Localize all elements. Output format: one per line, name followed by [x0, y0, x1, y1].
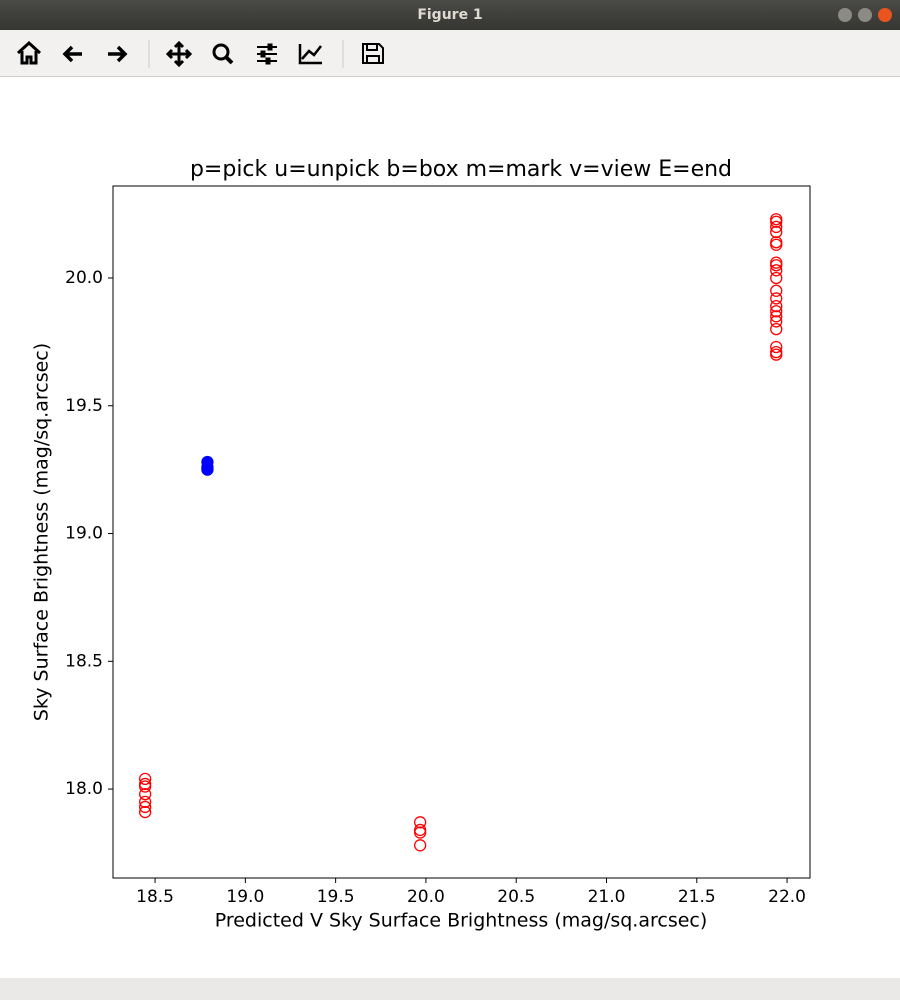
x-tick-label: 20.0: [407, 887, 445, 907]
data-point: [770, 238, 783, 251]
data-point: [770, 284, 783, 297]
data-point: [770, 322, 783, 336]
data-point: [138, 788, 152, 801]
zoom-handle: [224, 55, 234, 65]
data-point: [770, 292, 783, 305]
slider-knob: [265, 57, 271, 65]
y-tick-label: 18.5: [65, 651, 103, 671]
x-tick-label: 21.5: [678, 887, 716, 907]
data-point: [770, 220, 783, 234]
data-point: [770, 348, 783, 361]
x-tick-label: 21.0: [588, 887, 626, 907]
data-point: [413, 839, 427, 852]
minimize-button[interactable]: [838, 8, 852, 22]
data-point: [770, 315, 783, 328]
x-tick-label: 20.5: [497, 887, 535, 907]
status-bar: [0, 978, 900, 1000]
close-button[interactable]: [878, 8, 892, 22]
data-point: [138, 795, 152, 808]
edit-axes-button[interactable]: [298, 44, 322, 65]
data-point: [770, 299, 783, 313]
data-point: [770, 271, 783, 285]
save-button[interactable]: [362, 43, 384, 64]
back-button[interactable]: [62, 45, 82, 63]
slider-knob: [260, 50, 266, 58]
data-point: [770, 215, 783, 228]
window-title: Figure 1: [417, 7, 482, 23]
data-point: [770, 310, 783, 323]
data-point: [413, 823, 427, 837]
data-point: [770, 340, 783, 354]
data-point: [770, 259, 783, 272]
data-point: [770, 225, 783, 239]
data-point: [413, 816, 427, 829]
x-tick-label: 19.0: [226, 887, 264, 907]
pan-button[interactable]: [165, 40, 193, 68]
y-tick-label: 19.5: [65, 396, 103, 416]
x-tick-label: 18.5: [136, 887, 174, 907]
axes-frame: [112, 185, 811, 879]
toolbar: [0, 30, 900, 76]
x-tick-label: 19.5: [317, 887, 355, 907]
data-point: [413, 826, 427, 839]
zoom-button[interactable]: [212, 43, 230, 61]
y-tick-label: 19.0: [65, 524, 103, 544]
x-axis-label: Predicted V Sky Surface Brightness (mag/…: [215, 910, 708, 932]
slider-knob: [267, 43, 273, 51]
forward-button[interactable]: [108, 45, 128, 63]
home-button[interactable]: [16, 40, 42, 65]
x-tick-label: 22.0: [768, 887, 806, 907]
data-point: [138, 805, 152, 819]
toolbar-buttons: [16, 40, 384, 68]
y-tick-label: 18.0: [65, 779, 103, 799]
data-point: [138, 772, 152, 786]
data-point: [770, 264, 783, 277]
data-point: [201, 463, 214, 476]
y-tick-label: 20.0: [65, 268, 103, 288]
title-bar: [0, 0, 900, 30]
data-point: [770, 305, 783, 318]
y-axis-label: Sky Surface Brightness (mag/sq.arcsec): [31, 343, 53, 721]
data-point: [770, 236, 783, 249]
chart-title: p=pick u=unpick b=box m=mark v=view E=en…: [190, 157, 732, 182]
data-point: [138, 780, 152, 793]
data-point: [138, 800, 152, 814]
maximize-button[interactable]: [858, 8, 872, 22]
